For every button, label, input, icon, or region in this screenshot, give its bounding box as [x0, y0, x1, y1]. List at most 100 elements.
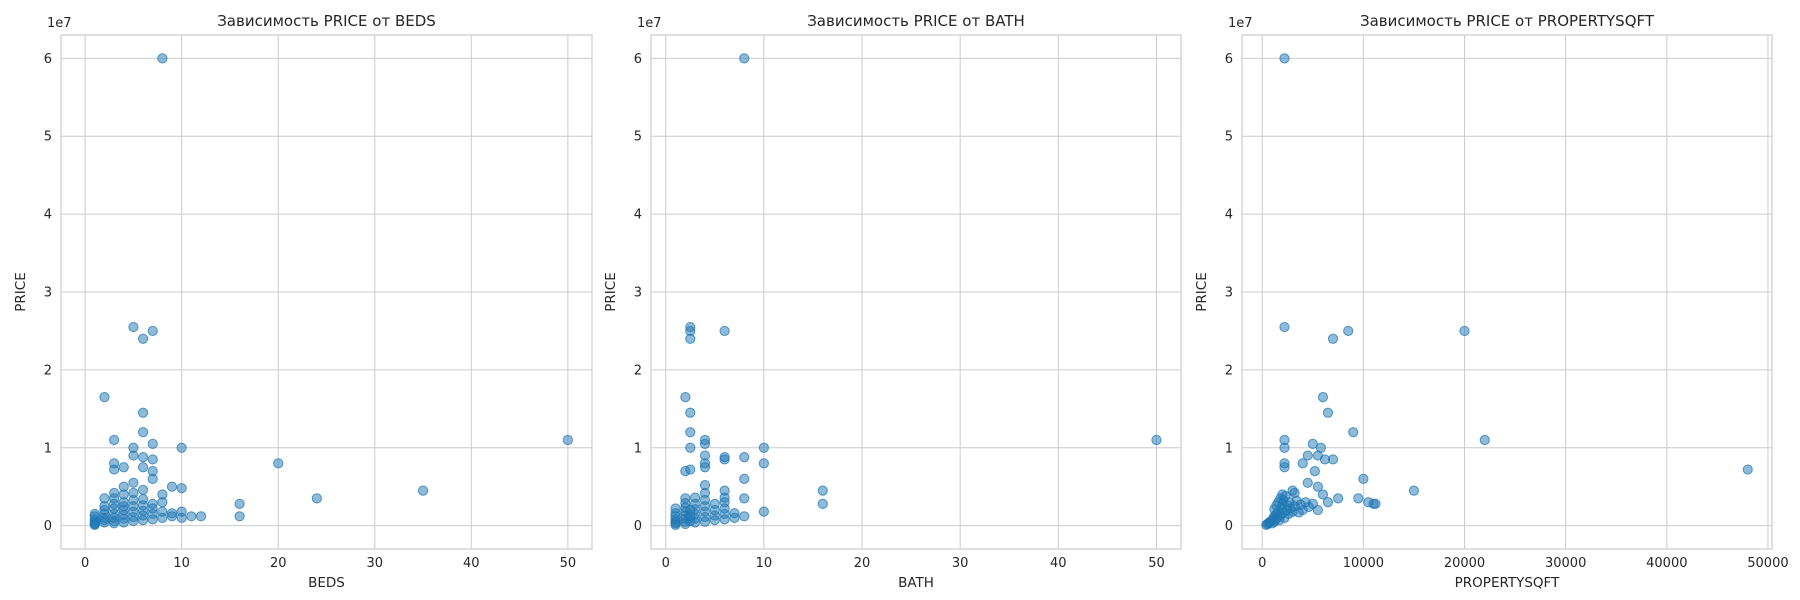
x-tick-label: 30 [366, 556, 383, 571]
scatter-point [719, 325, 730, 337]
scatter-point [1312, 481, 1323, 492]
scatter-point [758, 506, 769, 517]
y-tick-label: 2 [1225, 363, 1233, 378]
scatter-point [817, 498, 828, 509]
x-tick-label: 0 [662, 556, 670, 571]
grid [651, 35, 1181, 549]
scatter-point [166, 508, 178, 519]
y-tick-label: 3 [44, 286, 52, 301]
scatter-point [99, 392, 110, 403]
chart-panel-bath: Зависимость PRICE от BATH 1e7 BATH PRICE… [603, 12, 1182, 591]
x-axis-label: PROPERTYSQFT [1455, 575, 1560, 591]
scatter-point [719, 452, 730, 463]
scatter-point [1327, 454, 1339, 465]
scatter-point [157, 506, 168, 517]
scatter-point [128, 442, 139, 453]
scatter-point [685, 464, 696, 475]
scatter-point [758, 458, 769, 469]
scatter-points [89, 53, 573, 530]
scatter-point [89, 519, 100, 530]
scatter-point [157, 489, 168, 500]
scatter-point [1459, 325, 1470, 337]
scatter-point [685, 407, 696, 418]
plot-frame [650, 34, 1182, 550]
grid [1242, 35, 1772, 549]
scatter-points [670, 53, 1162, 530]
scatter-point [137, 484, 149, 495]
scatter-point [147, 466, 158, 477]
scatter-point [709, 498, 720, 509]
y-tick-label: 1 [634, 441, 642, 456]
scatter-point [137, 462, 149, 473]
scatter-point [719, 485, 730, 496]
x-tick-label: 40 [1050, 556, 1067, 571]
scatter-point [176, 506, 187, 517]
scatter-point [690, 492, 701, 503]
y-tick-label: 3 [1225, 286, 1233, 301]
scatter-point [1289, 487, 1300, 499]
y-tick-label: 6 [634, 52, 642, 67]
y-tick-label: 5 [44, 130, 52, 145]
scatter-point [685, 321, 696, 333]
scatter-point [176, 483, 187, 494]
x-tick-label: 0 [81, 556, 89, 571]
scatter-point [234, 498, 245, 509]
scatter-point [99, 493, 110, 504]
scatter-point [1279, 53, 1290, 64]
scatter-point [1479, 434, 1490, 446]
y-tick-label: 0 [44, 519, 52, 534]
scatter-point [147, 498, 158, 509]
scatter-point [311, 493, 322, 504]
scatter-point [1279, 462, 1290, 473]
y-tick-label: 4 [1225, 208, 1233, 223]
x-axis-label: BEDS [308, 575, 345, 591]
scatter-point [1370, 498, 1381, 509]
scatter-point [1312, 504, 1323, 516]
scatter-point [147, 325, 158, 337]
grid [61, 35, 592, 549]
x-axis-label: BATH [898, 575, 934, 591]
scatter-point [670, 503, 681, 514]
y-axis-label: PRICE [1194, 272, 1210, 311]
chart-title: Зависимость PRICE от PROPERTYSQFT [1360, 12, 1655, 30]
x-tick-label: 10 [173, 556, 190, 571]
scatter-point [1297, 458, 1308, 469]
scatter-point [739, 511, 750, 522]
scatter-point [109, 434, 120, 446]
scatter-point [1322, 407, 1334, 418]
scatter-points [1261, 53, 1753, 530]
scatter-point [685, 427, 696, 438]
y-tick-label: 4 [44, 208, 52, 223]
scatter-point [137, 494, 149, 505]
scatter-point [137, 452, 149, 463]
scatter-point [176, 442, 187, 453]
scatter-point [562, 434, 573, 446]
y-tick-label: 5 [1225, 130, 1233, 145]
chart-title: Зависимость PRICE от BATH [807, 12, 1025, 30]
scatter-point [1309, 466, 1320, 477]
scatter-point [699, 450, 711, 461]
chart-panel-propertysqft: Зависимость PRICE от PROPERTYSQFT 1e7 PR… [1194, 12, 1789, 591]
scatter-point [1279, 442, 1290, 453]
x-tick-label: 0 [1258, 556, 1266, 571]
scatter-point [1315, 442, 1326, 453]
scatter-point [680, 493, 691, 504]
y-tick-label: 1 [44, 441, 52, 456]
scatter-point [739, 473, 750, 485]
scatter-point [147, 438, 158, 449]
x-tick-label: 30 [952, 556, 969, 571]
scatter-point [699, 480, 711, 491]
y-tick-label: 2 [634, 363, 642, 378]
scatter-point [1358, 473, 1369, 485]
scatter-point [1317, 392, 1329, 403]
y-offset-label: 1e7 [1228, 16, 1253, 31]
scatter-point [195, 511, 207, 522]
plot-frame [60, 34, 593, 550]
chart-panel-beds: Зависимость PRICE от BEDS 1e7 BEDS PRICE… [13, 12, 593, 591]
scatter-point [1322, 497, 1334, 508]
y-tick-label: 0 [634, 519, 642, 534]
scatter-point [739, 452, 750, 463]
scatter-point [817, 485, 828, 496]
x-tick-label: 10 [756, 556, 773, 571]
scatter-point [1307, 438, 1318, 449]
